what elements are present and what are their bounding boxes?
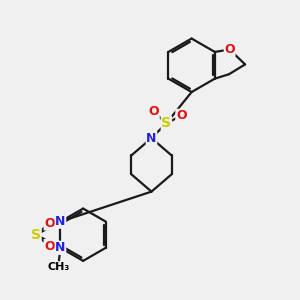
Text: CH₃: CH₃ [48, 262, 70, 272]
Text: S: S [161, 116, 171, 130]
Text: N: N [55, 241, 66, 254]
Text: S: S [31, 228, 41, 242]
Text: O: O [148, 106, 159, 118]
Text: O: O [44, 239, 55, 253]
Text: O: O [176, 109, 187, 122]
Text: N: N [146, 132, 157, 145]
Text: O: O [224, 43, 235, 56]
Text: N: N [55, 215, 66, 228]
Text: O: O [44, 217, 55, 230]
